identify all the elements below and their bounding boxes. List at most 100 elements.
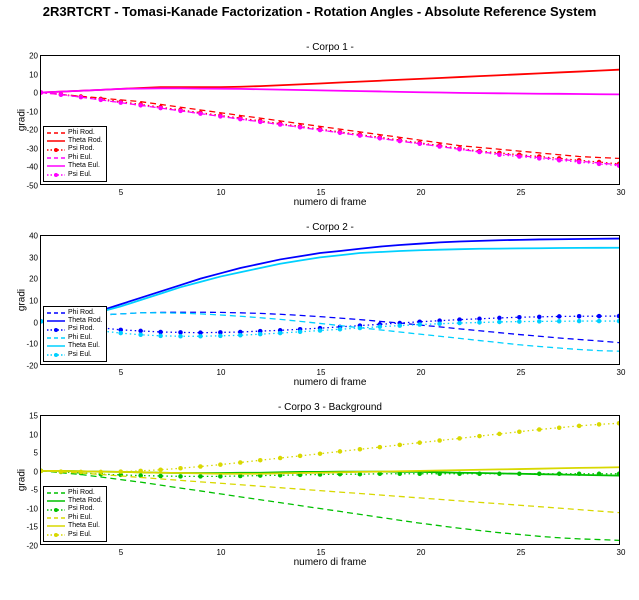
legend-swatch [47, 506, 65, 514]
series-marker [397, 443, 402, 448]
series-marker [218, 334, 223, 339]
plot-svg [41, 416, 619, 544]
series-marker [537, 472, 542, 477]
series-marker [437, 321, 442, 326]
x-tick-label: 25 [517, 368, 526, 377]
subplot: - Corpo 2 -gradi-20-10010203040510152025… [40, 222, 620, 388]
y-tick-label: -20 [26, 126, 41, 135]
series-marker [517, 154, 522, 159]
x-tick-label: 30 [617, 188, 626, 197]
series-marker [497, 316, 502, 321]
series-marker [358, 133, 363, 138]
series-marker [338, 131, 343, 136]
legend-item: Theta Rod. [47, 317, 103, 325]
legend-label: Phi Eul. [68, 334, 92, 342]
series-marker [198, 464, 203, 469]
legend-label: Phi Eul. [68, 154, 92, 162]
legend-swatch [47, 137, 65, 145]
x-tick-label: 25 [517, 188, 526, 197]
legend-label: Theta Rod. [68, 137, 103, 145]
legend-swatch [47, 146, 65, 154]
series-marker [477, 472, 482, 477]
subplot-title: - Corpo 3 - Background [40, 402, 620, 413]
legend-swatch [47, 309, 65, 317]
series-marker [358, 326, 363, 331]
series-marker [258, 120, 263, 125]
figure-container: 2R3RTCRT - Tomasi-Kanade Factorization -… [0, 0, 639, 600]
x-tick-label: 15 [317, 368, 326, 377]
series-marker [457, 147, 462, 152]
y-tick-label: -20 [26, 362, 41, 371]
series-marker [298, 125, 303, 130]
x-tick-label: 15 [317, 548, 326, 557]
legend-item: Phi Eul. [47, 514, 103, 522]
x-tick-label: 20 [417, 188, 426, 197]
series-marker [318, 128, 323, 133]
legend-item: Psi Rod. [47, 145, 103, 153]
legend-item: Psi Rod. [47, 325, 103, 333]
series-marker [397, 139, 402, 144]
series-marker [218, 474, 223, 479]
y-tick-label: 0 [34, 318, 41, 327]
series-marker [437, 472, 442, 477]
series-theta_rod [41, 239, 619, 322]
legend-label: Phi Rod. [68, 309, 95, 317]
y-tick-label: 10 [29, 70, 41, 79]
series-marker [517, 429, 522, 434]
series-marker [378, 136, 383, 141]
series-marker [79, 95, 84, 100]
x-tick-label: 5 [119, 188, 123, 197]
y-tick-label: 40 [29, 232, 41, 241]
series-marker [238, 333, 243, 338]
y-tick-label: -5 [31, 486, 41, 495]
y-tick-label: 10 [29, 430, 41, 439]
x-axis-label: numero di frame [40, 557, 620, 568]
series-marker [497, 432, 502, 437]
legend-item: Theta Rod. [47, 497, 103, 505]
series-marker [577, 472, 582, 477]
series-marker [278, 122, 283, 127]
series-marker [99, 98, 104, 103]
legend-item: Phi Rod. [47, 129, 103, 137]
legend-swatch [47, 162, 65, 170]
series-marker [118, 331, 123, 336]
series-marker [457, 436, 462, 441]
series-marker [557, 472, 562, 477]
x-tick-label: 20 [417, 548, 426, 557]
series-marker [59, 469, 64, 474]
y-tick-label: 10 [29, 297, 41, 306]
series-marker [158, 474, 163, 479]
series-marker [258, 332, 263, 337]
series-marker [278, 331, 283, 336]
y-tick-label: 0 [34, 89, 41, 98]
series-marker [397, 323, 402, 328]
series-marker [477, 434, 482, 439]
series-marker [537, 319, 542, 324]
legend-item: Theta Rod. [47, 137, 103, 145]
series-marker [41, 90, 43, 95]
series-marker [378, 324, 383, 329]
series-marker [597, 319, 602, 324]
series-marker [537, 315, 542, 320]
series-marker [298, 454, 303, 459]
y-axis-label: gradi [17, 289, 28, 311]
legend-swatch [47, 154, 65, 162]
series-marker [497, 472, 502, 477]
series-marker [537, 427, 542, 432]
series-marker [278, 456, 283, 461]
legend-swatch [47, 522, 65, 530]
legend-swatch [47, 514, 65, 522]
series-marker [338, 327, 343, 332]
series-marker [577, 319, 582, 324]
series-marker [178, 466, 183, 471]
y-tick-label: -20 [26, 542, 41, 551]
plot-area: gradi-50-40-30-20-100102051015202530Phi … [40, 55, 620, 185]
series-marker [437, 438, 442, 443]
series-marker [457, 472, 462, 477]
y-tick-label: -30 [26, 144, 41, 153]
series-marker [557, 425, 562, 430]
legend-item: Psi Eul. [47, 531, 103, 539]
series-marker [298, 330, 303, 335]
series-marker [118, 100, 123, 105]
legend-swatch [47, 334, 65, 342]
